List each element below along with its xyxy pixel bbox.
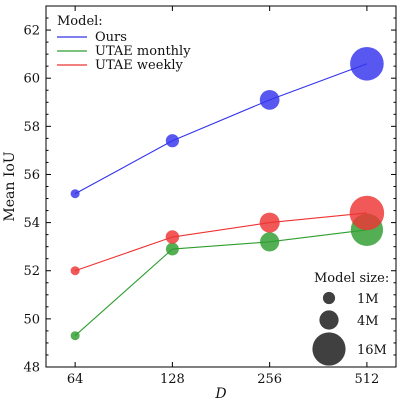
- data-point: [259, 212, 280, 233]
- y-tick-label: 62: [23, 24, 40, 39]
- series-line: [74, 229, 367, 337]
- x-tick-label: 64: [67, 372, 84, 387]
- data-point: [70, 331, 80, 341]
- legend-entry: UTAE monthly: [95, 44, 191, 59]
- y-tick-label: 56: [23, 168, 40, 183]
- series-line: [74, 63, 368, 195]
- size-legend-label: 4M: [357, 314, 379, 329]
- y-axis: 48 50 52 54 56 58 60 62: [23, 5, 396, 376]
- size-legend-marker: [322, 291, 336, 305]
- x-tick-label: 512: [354, 372, 379, 387]
- chart-marks: [70, 46, 385, 341]
- legend-title: Model:: [57, 14, 103, 29]
- x-tick-label: 128: [160, 372, 185, 387]
- y-tick-label: 58: [23, 120, 40, 135]
- series-line: [74, 212, 367, 272]
- data-point: [259, 90, 280, 110]
- y-tick-label: 48: [23, 361, 40, 376]
- data-point: [70, 189, 80, 199]
- size-legend-marker: [312, 332, 346, 366]
- data-point: [165, 230, 180, 244]
- data-point: [349, 195, 385, 231]
- size-legend-marker: [319, 310, 339, 330]
- y-tick-label: 60: [23, 72, 40, 87]
- data-point: [260, 232, 280, 252]
- data-point: [350, 46, 384, 81]
- y-tick-label: 54: [23, 216, 40, 231]
- y-tick-label: 50: [23, 312, 40, 327]
- size-legend-label: 16M: [357, 343, 387, 358]
- data-point: [165, 242, 179, 256]
- x-tick-label: 256: [257, 372, 282, 387]
- data-point: [165, 134, 179, 148]
- x-axis-label: D: [214, 386, 226, 402]
- legend-entry: UTAE weekly: [95, 58, 183, 73]
- size-legend: Model size: 1M 4M 16M: [312, 271, 389, 366]
- y-tick-label: 52: [23, 264, 40, 279]
- x-axis: 64 128 256 512: [67, 6, 379, 387]
- legend-entry: Ours: [95, 30, 127, 45]
- size-legend-title: Model size:: [314, 271, 389, 286]
- data-point: [70, 266, 80, 276]
- y-axis-label: Mean IoU: [2, 151, 18, 221]
- size-legend-label: 1M: [357, 292, 379, 307]
